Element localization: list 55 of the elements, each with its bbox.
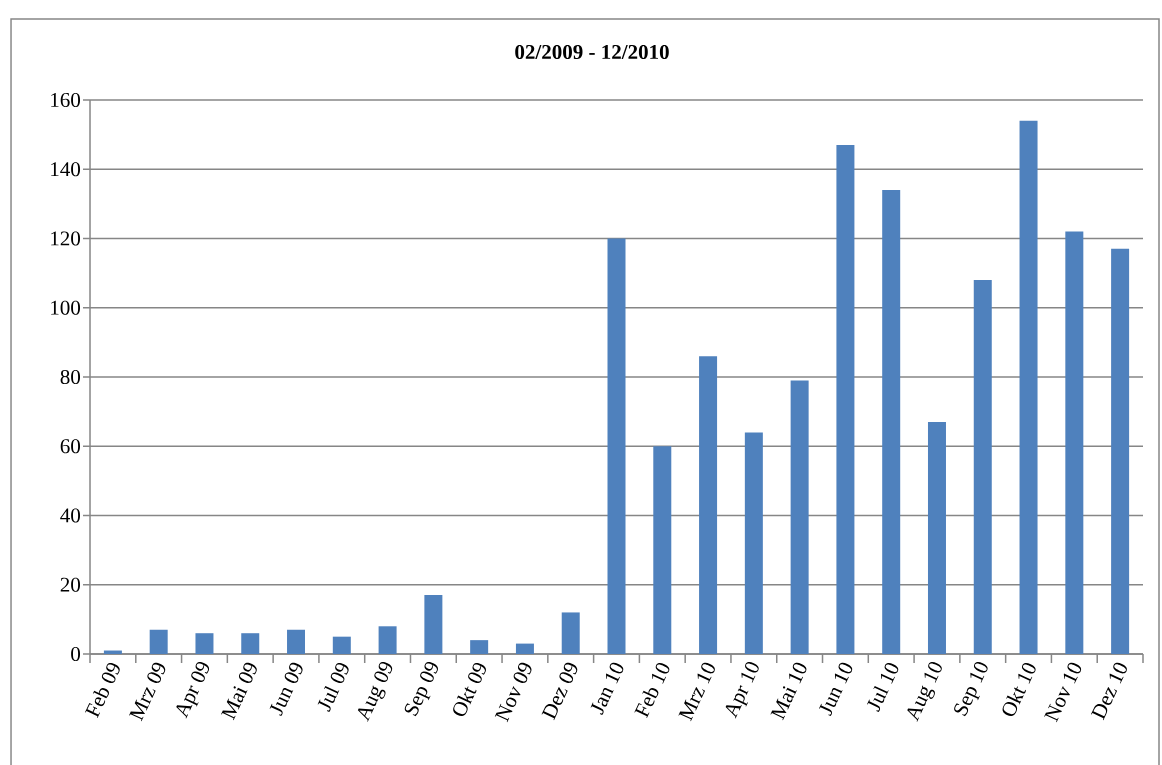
x-tick-label: Mai 10	[770, 662, 807, 721]
bar	[1111, 248, 1130, 654]
y-tick-label: 0	[71, 646, 81, 662]
x-tick-label: Aug 09	[357, 661, 393, 722]
bar	[699, 356, 718, 654]
bar	[607, 238, 626, 654]
bar	[882, 190, 901, 654]
bar	[1019, 120, 1038, 654]
bar	[332, 636, 351, 654]
x-tick-label: Nov 10	[1044, 662, 1082, 723]
x-tick-label: Apr 09	[176, 661, 210, 719]
bar	[149, 629, 168, 654]
x-tick-label: Jun 09	[269, 662, 303, 717]
x-tick-label: Mai 09	[221, 662, 257, 721]
bar	[287, 629, 306, 654]
bar	[241, 633, 260, 654]
x-tick-label: Jul 10	[867, 662, 899, 712]
bar	[790, 380, 809, 654]
bar	[927, 422, 946, 654]
x-tick-label: Okt 10	[1002, 662, 1036, 716]
bar	[653, 446, 672, 654]
bar	[836, 145, 855, 654]
y-tick-label: 140	[51, 162, 81, 177]
x-tick-label: Dez 10	[1090, 662, 1127, 721]
x-tick-label: Apr 10	[725, 661, 759, 719]
bar	[515, 643, 534, 654]
y-tick-label: 160	[51, 92, 81, 108]
y-tick-label: 40	[60, 508, 81, 523]
x-tick-label: Feb 09	[85, 662, 120, 719]
y-tick-label: 20	[60, 577, 81, 592]
y-tick-label: 60	[60, 439, 81, 454]
x-tick-label: Sep 10	[954, 661, 988, 717]
bar	[1065, 231, 1084, 654]
bar	[744, 432, 763, 654]
x-tick-label: Aug 10	[907, 661, 942, 722]
x-tick-label: Feb 10	[634, 662, 670, 719]
bar	[424, 595, 443, 654]
y-tick-label: 120	[51, 231, 81, 246]
bar	[195, 633, 214, 654]
x-tick-label: Jun 10	[819, 662, 853, 717]
bar	[973, 280, 992, 654]
y-tick-label: 80	[60, 369, 81, 385]
x-tick-label: Jan 10	[590, 662, 624, 715]
bar	[470, 640, 489, 654]
x-tick-label: Okt 09	[453, 662, 486, 716]
x-tick-label: Dez 09	[541, 662, 578, 721]
x-tick-label: Mrz 09	[129, 662, 166, 722]
y-tick-label: 100	[51, 300, 81, 315]
x-tick-label: Mrz 10	[678, 662, 715, 722]
chart-title: 02/2009 - 12/2010	[515, 44, 669, 60]
x-tick-label: Sep 09	[404, 661, 438, 717]
x-tick-label: Jul 09	[317, 662, 349, 712]
bar	[561, 612, 580, 654]
x-tick-label: Nov 09	[494, 662, 532, 723]
bar	[378, 626, 397, 654]
